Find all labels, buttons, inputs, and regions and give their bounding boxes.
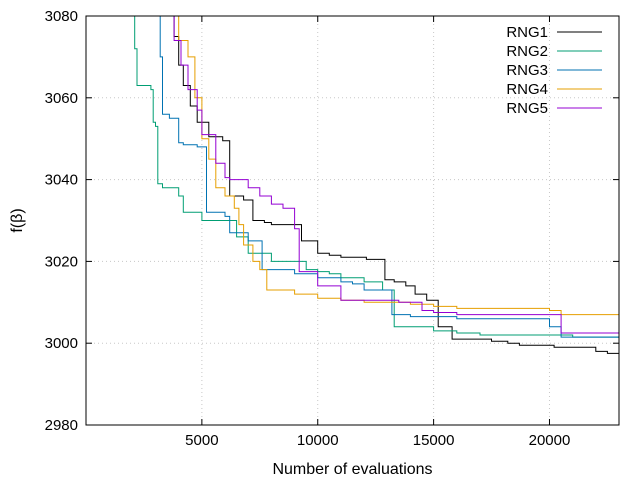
legend-label-rng2: RNG2: [506, 43, 548, 60]
grid-lines: [86, 16, 619, 425]
legend: RNG1 RNG2 RNG3 RNG4 RNG5: [506, 24, 602, 117]
series-line-rng5: [168, 16, 619, 334]
x-tick-label: 5000: [185, 432, 218, 449]
y-axis-label: f(β): [9, 208, 26, 232]
y-tick-label: 3000: [45, 335, 78, 352]
plot-frame: [85, 15, 620, 426]
series-line-rng3: [157, 16, 619, 344]
y-tick-label: 3060: [45, 90, 78, 107]
legend-label-rng5: RNG5: [506, 100, 548, 117]
x-tick-label: 20000: [529, 432, 571, 449]
series-lines: [131, 16, 619, 354]
series-line-rng4: [175, 16, 619, 316]
y-tick-label: 3040: [45, 172, 78, 189]
series-line-rng2: [131, 16, 619, 338]
y-tick-label: 3020: [45, 253, 78, 270]
y-tick-label: 3080: [45, 8, 78, 25]
x-tick-label: 15000: [413, 432, 455, 449]
legend-label-rng1: RNG1: [506, 24, 548, 41]
series-line-rng1: [168, 16, 619, 354]
x-axis-label: Number of evaluations: [272, 461, 432, 478]
axis-ticks: 5000 10000 15000 20000 2980 3000 3020 3040 3060 3…: [45, 8, 619, 449]
legend-label-rng4: RNG4: [506, 81, 548, 98]
legend-label-rng3: RNG3: [506, 62, 548, 79]
y-tick-label: 2980: [45, 417, 78, 434]
x-tick-label: 10000: [297, 432, 339, 449]
